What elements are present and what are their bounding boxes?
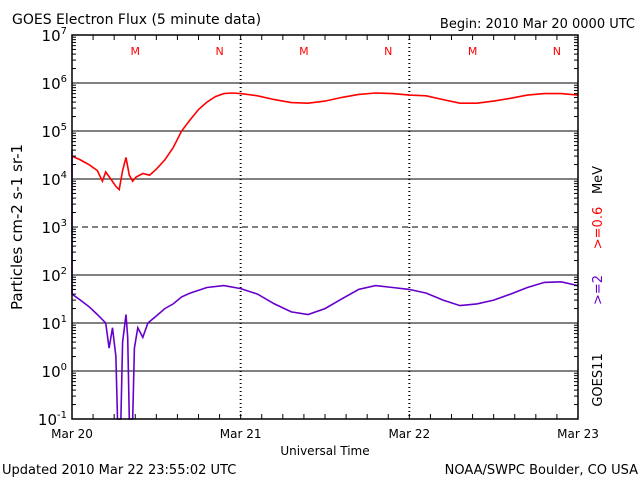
series-label-0-6mev: >=0.6 bbox=[591, 207, 606, 249]
y-tick-label: 107 bbox=[42, 26, 67, 45]
y-tick-label: 10-1 bbox=[38, 410, 67, 429]
y-tick-label: 106 bbox=[42, 74, 67, 93]
x-tick-label: Mar 23 bbox=[557, 427, 599, 441]
local-time-marker-N: N bbox=[384, 45, 392, 58]
begin-time: Begin: 2010 Mar 20 0000 UTC bbox=[440, 17, 635, 32]
local-time-marker-N: N bbox=[215, 45, 223, 58]
local-time-marker-M: M bbox=[468, 45, 478, 58]
gridlines bbox=[72, 35, 578, 419]
y-tick-label: 100 bbox=[42, 362, 67, 381]
updated-time: Updated 2010 Mar 22 23:55:02 UTC bbox=[2, 463, 236, 478]
x-axis-label: Universal Time bbox=[280, 444, 369, 458]
y-tick-label: 104 bbox=[42, 170, 67, 189]
chart-title: GOES Electron Flux (5 minute data) bbox=[12, 12, 261, 28]
y-tick-label: 105 bbox=[42, 122, 67, 141]
unit-label: MeV bbox=[591, 166, 606, 194]
y-tick-label: 103 bbox=[42, 218, 67, 237]
x-tick-label: Mar 21 bbox=[220, 427, 262, 441]
y-tick-label: 102 bbox=[42, 266, 67, 285]
series-label-2mev: >=2 bbox=[591, 275, 606, 305]
data-source: NOAA/SWPC Boulder, CO USA bbox=[445, 463, 638, 478]
local-time-marker-M: M bbox=[131, 45, 141, 58]
x-tick-label: Mar 22 bbox=[388, 427, 430, 441]
series-line-0-6mev bbox=[71, 92, 579, 192]
y-tick-label: 101 bbox=[42, 314, 67, 333]
series-line-2mev bbox=[71, 150, 579, 420]
local-time-marker-M: M bbox=[299, 45, 309, 58]
axis-ticks bbox=[71, 35, 579, 419]
series-lines bbox=[71, 92, 579, 420]
satellite-label: GOES11 bbox=[591, 353, 606, 406]
local-time-marker-N: N bbox=[553, 45, 561, 58]
x-tick-label: Mar 20 bbox=[51, 427, 93, 441]
y-axis-label: Particles cm-2 s-1 sr-1 bbox=[8, 144, 26, 310]
